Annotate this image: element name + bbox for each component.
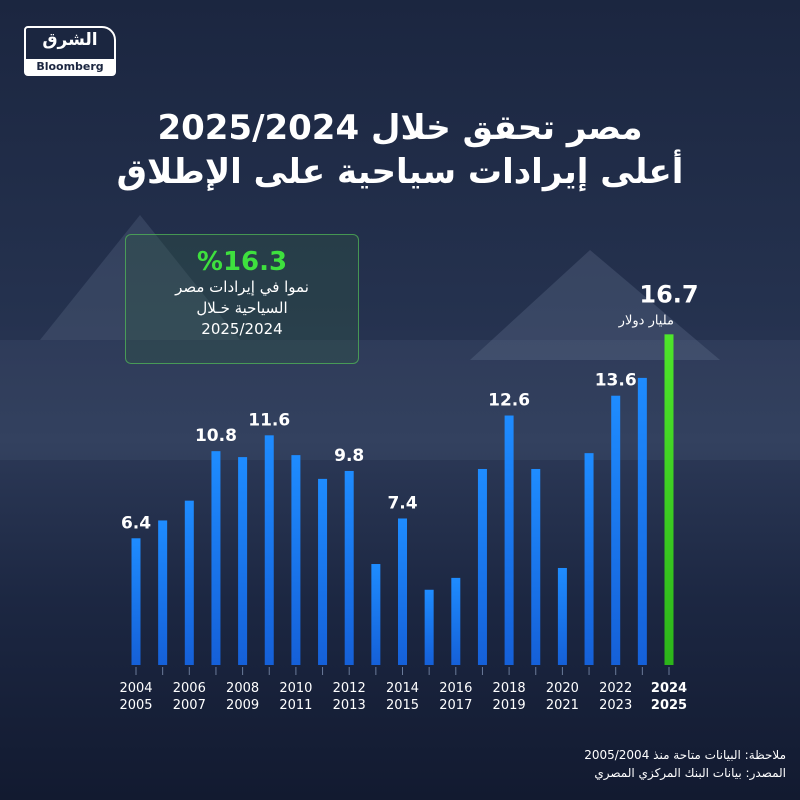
x-tick-label: 2008 <box>226 681 259 696</box>
x-tick-label: 2006 <box>173 681 206 696</box>
x-tick-label: 2012 <box>333 681 366 696</box>
data-label: 13.6 <box>595 371 637 391</box>
bar-2012/2013 <box>344 470 354 665</box>
callout-line-3: 2025/2024 <box>201 320 283 338</box>
x-tick-label: 2005 <box>119 698 152 713</box>
bar-2009/2010 <box>264 435 274 665</box>
x-tick-label: 2018 <box>493 681 526 696</box>
x-tick-label: 2023 <box>599 698 632 713</box>
bar-2011/2012 <box>318 478 328 665</box>
x-tick-label: 2024 <box>651 681 687 696</box>
data-label: 6.4 <box>121 513 151 533</box>
bar-2020/2021 <box>557 567 567 665</box>
bar-2013/2014 <box>371 564 381 665</box>
x-tick-label: 2019 <box>493 698 526 713</box>
bar-2022/2023 <box>611 395 621 665</box>
bar-2024/2025 <box>664 334 674 665</box>
bar-2018/2019 <box>504 415 514 665</box>
data-label: 11.6 <box>248 410 290 430</box>
bar-2021/2022 <box>584 453 594 665</box>
logo-brand: Bloomberg <box>26 59 114 74</box>
callout-line-1: نموا في إيرادات مصر <box>175 278 309 296</box>
data-label: 12.6 <box>488 391 530 411</box>
data-label: 16.7 <box>639 280 698 308</box>
x-tick-label: 2011 <box>279 698 312 713</box>
x-tick-label: 2021 <box>546 698 579 713</box>
x-tick-label: 2014 <box>386 681 419 696</box>
bar-2019/2020 <box>531 468 541 665</box>
footer-source: المصدر: بيانات البنك المركزي المصري <box>594 766 786 780</box>
bar-2015/2016 <box>424 589 434 665</box>
x-tick-label: 2016 <box>439 681 472 696</box>
bar-2023/2024 <box>637 377 647 665</box>
x-tick-label: 2013 <box>333 698 366 713</box>
bar-2010/2011 <box>291 455 301 665</box>
x-tick-label: 2009 <box>226 698 259 713</box>
x-tick-label: 2010 <box>279 681 312 696</box>
data-label: 7.4 <box>387 493 417 513</box>
x-tick-label: 2017 <box>439 698 472 713</box>
footer-note: ملاحظة: البيانات متاحة منذ 2005/2004 <box>584 748 786 762</box>
asharq-bloomberg-logo: الشرق Bloomberg <box>24 26 116 76</box>
bar-2006/2007 <box>184 500 194 665</box>
data-label: 10.8 <box>195 426 237 446</box>
bar-2016/2017 <box>451 577 461 665</box>
x-tick-label: 2022 <box>599 681 632 696</box>
bar-2005/2006 <box>158 520 168 665</box>
title-line-1: مصر تحقق خلال 2025/2024 <box>157 108 643 148</box>
x-tick-label: 2007 <box>173 698 206 713</box>
bar-2017/2018 <box>477 468 487 665</box>
growth-callout: %16.3 نموا في إيرادات مصر السياحية خـلال… <box>125 234 359 364</box>
data-label: 9.8 <box>334 446 364 466</box>
growth-value: %16.3 <box>196 247 288 277</box>
bar-2004/2005 <box>131 538 141 665</box>
logo-arabic: الشرق <box>42 30 98 50</box>
title-line-2: أعلى إيرادات سياحية على الإطلاق <box>116 152 684 192</box>
x-tick-label: 2020 <box>546 681 579 696</box>
bar-2007/2008 <box>211 451 221 665</box>
x-tick-label: 2015 <box>386 698 419 713</box>
bar-2008/2009 <box>238 457 248 665</box>
x-tick-label: 2025 <box>651 698 687 713</box>
unit-label: مليار دولار <box>618 313 674 328</box>
x-tick-label: 2004 <box>119 681 152 696</box>
callout-line-2: السياحية خـلال <box>196 299 288 317</box>
bar-2014/2015 <box>398 518 407 665</box>
